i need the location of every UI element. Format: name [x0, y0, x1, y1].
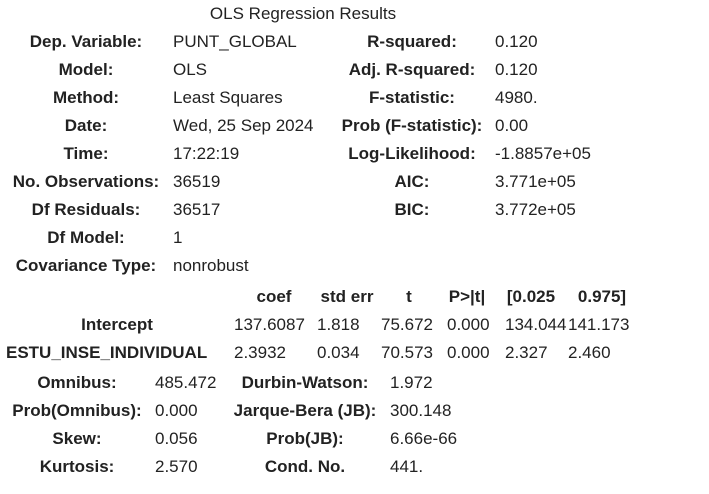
diag-value: 2.570	[155, 457, 198, 476]
summary-value: OLS	[173, 60, 208, 79]
coef-header: t	[406, 287, 412, 306]
summary-value: 36519	[173, 172, 221, 191]
coef-cell: 2.460	[568, 343, 611, 362]
coef-cell: 1.818	[317, 315, 360, 334]
diag-value: 6.66e-66	[390, 429, 458, 448]
caption: OLS Regression Results	[209, 4, 397, 23]
summary-label: Method:	[52, 88, 120, 107]
diag-value: 300.148	[390, 401, 452, 420]
summary-label: Df Residuals:	[31, 200, 141, 219]
summary-label: AIC:	[394, 172, 430, 191]
coef-header: coef	[256, 287, 292, 306]
diag-value: 1.972	[390, 373, 433, 392]
summary-label: Adj. R-squared:	[348, 60, 476, 79]
coef-header: [0.025	[506, 287, 556, 306]
coef-header: 0.975]	[577, 287, 627, 306]
summary-value: 3.772e+05	[495, 200, 576, 219]
summary-label: Date:	[64, 116, 108, 135]
coef-cell: 134.044	[505, 315, 567, 334]
summary-label: Log-Likelihood:	[348, 144, 476, 163]
diag-label: Omnibus:	[37, 373, 117, 392]
diag-label: Prob(JB):	[266, 429, 344, 448]
coef-cell: 0.000	[447, 343, 490, 362]
summary-label: Model:	[58, 60, 114, 79]
summary-value: 1	[173, 228, 183, 247]
coef-cell: 75.672	[381, 315, 433, 334]
summary-value: 4980.	[495, 88, 538, 107]
coef-cell: 137.6087	[234, 315, 305, 334]
summary-value: PUNT_GLOBAL	[173, 32, 297, 51]
diag-label: Jarque-Bera (JB):	[233, 401, 377, 420]
summary-label: Prob (F-statistic):	[341, 116, 483, 135]
summary-label: Covariance Type:	[15, 256, 157, 275]
diag-label: Prob(Omnibus):	[12, 401, 142, 420]
diag-value: 485.472	[155, 373, 217, 392]
summary-value: 36517	[173, 200, 221, 219]
summary-label: No. Observations:	[12, 172, 160, 191]
coef-header: std err	[320, 287, 374, 306]
diag-value: 0.056	[155, 429, 198, 448]
coef-header: P>|t|	[448, 287, 486, 306]
summary-label: Dep. Variable:	[29, 32, 143, 51]
coef-cell: 70.573	[381, 343, 433, 362]
summary-value: Least Squares	[173, 88, 283, 107]
summary-value: nonrobust	[173, 256, 249, 275]
diag-label: Cond. No.	[264, 457, 346, 476]
coef-row-name: ESTU_INSE_INDIVIDUAL	[6, 343, 208, 362]
diag-label: Skew:	[52, 429, 102, 448]
summary-value: 3.771e+05	[495, 172, 576, 191]
summary-label: F-statistic:	[369, 88, 455, 107]
summary-label: BIC:	[394, 200, 430, 219]
summary-label: Df Model:	[47, 228, 125, 247]
diag-value: 0.000	[155, 401, 198, 420]
coef-cell: 0.000	[447, 315, 490, 334]
coef-cell: 2.3932	[234, 343, 286, 362]
diag-label: Kurtosis:	[39, 457, 115, 476]
summary-label: Time:	[63, 144, 109, 163]
summary-value: -1.8857e+05	[495, 144, 591, 163]
summary-value: 17:22:19	[173, 144, 240, 163]
summary-value: 0.120	[495, 60, 538, 79]
coef-row-name: Intercept	[81, 315, 153, 334]
summary-value: 0.120	[495, 32, 538, 51]
summary-value: Wed, 25 Sep 2024	[173, 116, 314, 135]
summary-value: 0.00	[495, 116, 529, 135]
coef-cell: 141.173	[568, 315, 630, 334]
diag-value: 441.	[390, 457, 424, 476]
diag-label: Durbin-Watson:	[241, 373, 369, 392]
summary-label: R-squared:	[367, 32, 457, 51]
coef-cell: 0.034	[317, 343, 360, 362]
coef-cell: 2.327	[505, 343, 548, 362]
